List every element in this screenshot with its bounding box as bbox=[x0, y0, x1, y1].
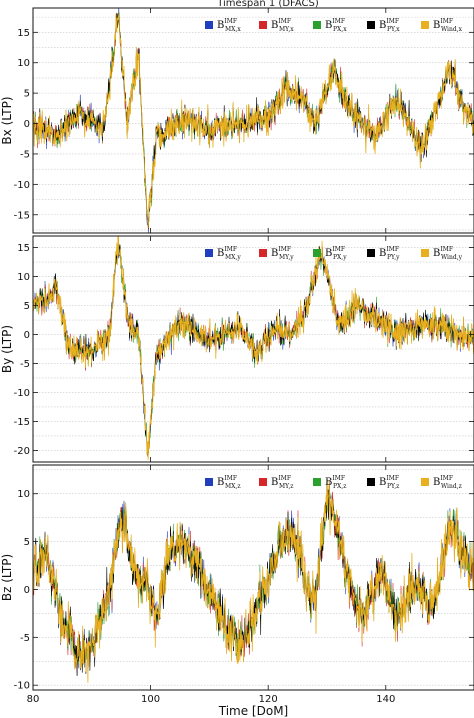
legend-swatch bbox=[367, 249, 375, 257]
panel-bz: -10 -5 0 5 10 80 100 120 140 Bz (LTP) Time [DoM] BI… bbox=[0, 464, 474, 718]
y-tick-label: -5 bbox=[20, 633, 30, 644]
axes-frame bbox=[32, 235, 474, 463]
legend-swatch bbox=[313, 478, 321, 486]
x-tick-label: 120 bbox=[259, 694, 278, 705]
legend-swatch bbox=[205, 21, 213, 29]
legend-entry: BIMF MY,y bbox=[271, 246, 294, 261]
legend-entry: BIMF MY,z bbox=[271, 475, 293, 490]
y-tick-label: -5 bbox=[20, 359, 30, 370]
y-tick-label: -15 bbox=[14, 210, 30, 221]
y-tick-label: 15 bbox=[17, 243, 30, 254]
panel-by: -20 -15 -10 -5 0 5 10 15 By (LTP) BIMF MX,y BIMF MY,… bbox=[0, 235, 474, 463]
series-line-wind-x bbox=[33, 13, 474, 229]
y-tick-label: 5 bbox=[24, 537, 30, 548]
legend-swatch bbox=[421, 249, 429, 257]
legend-entry: BIMF Wind,x bbox=[433, 18, 463, 33]
y-tick-label: -20 bbox=[14, 446, 30, 457]
legend-swatch bbox=[313, 21, 321, 29]
y-tick-label: 10 bbox=[17, 272, 30, 283]
series-group bbox=[33, 478, 474, 683]
x-axis-label: Time [DoM] bbox=[218, 704, 288, 718]
legend-entry: BIMF MX,y bbox=[217, 246, 241, 261]
x-tick-label: 80 bbox=[27, 694, 40, 705]
y-axis-label: By (LTP) bbox=[0, 325, 14, 373]
legend-entry: BIMF Wind,z bbox=[433, 475, 462, 490]
y-tick-label: -10 bbox=[14, 681, 30, 692]
legend: BIMF MX,x BIMF MY,x BIMF PX,x BIMF PY,x BIMF Wind… bbox=[205, 18, 463, 33]
y-tick-label: -10 bbox=[14, 388, 30, 399]
legend-entry: BIMF PY,z bbox=[379, 475, 399, 490]
y-tick-label: -5 bbox=[20, 149, 30, 160]
legend-swatch bbox=[205, 249, 213, 257]
y-tick-label: 0 bbox=[24, 585, 30, 596]
legend: BIMF MX,z BIMF MY,z BIMF PX,z BIMF PY,z BIMF Wind… bbox=[205, 475, 462, 490]
y-tick-label: 10 bbox=[17, 489, 30, 500]
legend-swatch bbox=[313, 249, 321, 257]
y-axis-label: Bz (LTP) bbox=[0, 554, 14, 601]
series-line-wind-y bbox=[33, 236, 474, 460]
series-group bbox=[33, 236, 474, 460]
legend-entry: BIMF PY,y bbox=[379, 246, 400, 261]
x-tick-label: 100 bbox=[141, 694, 160, 705]
legend-swatch bbox=[259, 21, 267, 29]
figure-title: Timespan 1 (DFACS) bbox=[216, 0, 319, 9]
legend-entry: BIMF PX,z bbox=[325, 475, 346, 490]
y-tick-label: 10 bbox=[17, 58, 30, 69]
legend-entry: BIMF PX,x bbox=[325, 18, 347, 33]
legend-entry: BIMF MY,x bbox=[271, 18, 294, 33]
series-group bbox=[33, 8, 474, 233]
y-tick-label: 0 bbox=[24, 119, 30, 130]
legend-entry: BIMF MX,x bbox=[217, 18, 241, 33]
y-axis-label: Bx (LTP) bbox=[0, 96, 14, 144]
y-tick-label: 0 bbox=[24, 330, 30, 341]
legend-swatch bbox=[421, 21, 429, 29]
y-tick-label: 5 bbox=[24, 301, 30, 312]
y-tick-label: -10 bbox=[14, 180, 30, 191]
legend-entry: BIMF PX,y bbox=[325, 246, 347, 261]
legend-swatch bbox=[367, 478, 375, 486]
legend: BIMF MX,y BIMF MY,y BIMF PX,y BIMF PY,y BIMF Wind… bbox=[205, 246, 463, 261]
y-tick-label: 15 bbox=[17, 28, 30, 39]
axes-frame bbox=[32, 7, 474, 234]
x-tick-label: 140 bbox=[376, 694, 395, 705]
axes-frame bbox=[32, 464, 474, 691]
legend-entry: BIMF MX,z bbox=[217, 475, 240, 490]
legend-entry: BIMF PY,x bbox=[379, 18, 400, 33]
plot-area bbox=[33, 465, 474, 690]
legend-swatch bbox=[259, 478, 267, 486]
y-tick-label: 5 bbox=[24, 89, 30, 100]
legend-swatch bbox=[259, 249, 267, 257]
y-tick-label: -15 bbox=[14, 417, 30, 428]
legend-swatch bbox=[367, 21, 375, 29]
legend-entry: BIMF Wind,y bbox=[433, 246, 463, 261]
series-line-wind-z bbox=[33, 478, 474, 683]
legend-swatch bbox=[421, 478, 429, 486]
legend-swatch bbox=[205, 478, 213, 486]
